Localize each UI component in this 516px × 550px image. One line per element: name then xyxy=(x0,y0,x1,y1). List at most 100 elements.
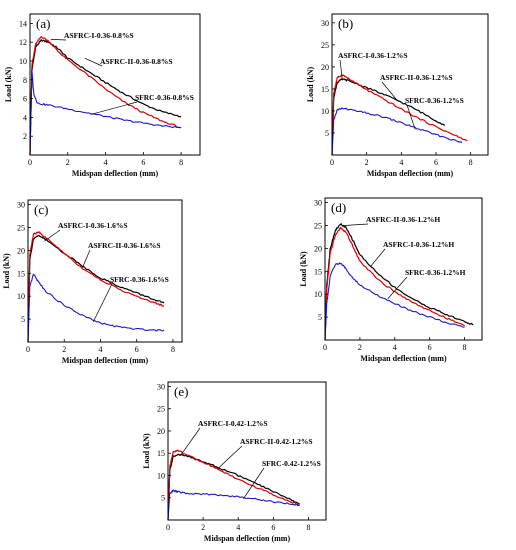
plot-frame xyxy=(324,197,483,341)
x-tick-label: 0 xyxy=(323,343,327,352)
series-line xyxy=(324,223,474,341)
x-tick-label: 6 xyxy=(271,523,275,532)
x-tick-label: 8 xyxy=(306,523,310,532)
chart-panel-1: 0 2 4 6 8 2 4 6 8 10 12 14 Midspan deflection (mm) Lo… xyxy=(4,13,201,178)
x-tick-label: 8 xyxy=(171,345,175,354)
y-tick-label: 6 xyxy=(23,95,27,104)
annotation-leader xyxy=(90,101,138,115)
annotation-leader xyxy=(370,248,386,267)
series-line xyxy=(27,273,165,343)
x-tick-label: 6 xyxy=(434,158,438,167)
x-tick-label: 2 xyxy=(201,523,205,532)
annotation-leader xyxy=(180,427,201,457)
x-tick-label: 0 xyxy=(28,158,32,167)
y-tick-label: 15 xyxy=(321,85,329,94)
y-tick-label: 20 xyxy=(321,63,329,72)
panel-label: (d) xyxy=(331,200,346,215)
y-tick-label: 8 xyxy=(23,76,27,85)
series-line xyxy=(29,39,182,156)
x-tick-label: 2 xyxy=(365,158,369,167)
y-tick-label: 5 xyxy=(318,313,322,322)
x-axis-label: Midspan deflection (mm) xyxy=(367,169,454,178)
y-tick-label: 5 xyxy=(21,315,25,324)
x-tick-label: 2 xyxy=(358,343,362,352)
y-tick-label: 25 xyxy=(314,221,322,230)
y-tick-label: 25 xyxy=(17,223,25,232)
annotation-label: ASFRC-I-0.36-0.8%S xyxy=(64,31,134,40)
x-tick-label: 4 xyxy=(393,343,397,352)
x-axis-label: Midspan deflection (mm) xyxy=(360,354,447,363)
annotation-label: ASFRC-II-0.36-1.2%H xyxy=(366,215,440,224)
chart-panel-4: 0 2 4 6 8 5 10 15 20 25 30 Midspan deflection (mm) L… xyxy=(299,197,483,363)
plot-frame xyxy=(331,13,489,156)
y-axis-label: Load (kN) xyxy=(299,251,308,287)
x-axis-label: Midspan deflection (mm) xyxy=(72,169,159,178)
annotation-label: ASFRC-I-0.36-1.2%H xyxy=(383,240,454,249)
annotation-leader xyxy=(243,467,265,499)
chart-panel-3: 0 2 4 6 8 5 10 15 20 25 30 Midspan deflection (mm) L… xyxy=(2,199,183,365)
x-tick-label: 8 xyxy=(469,158,473,167)
y-tick-label: 10 xyxy=(321,107,329,116)
annotation-leader xyxy=(387,276,408,300)
series-line xyxy=(29,36,182,156)
annotation-leader xyxy=(50,39,67,41)
annotation-leader xyxy=(84,57,103,67)
y-tick-label: 20 xyxy=(314,244,322,253)
annotation-label: SFRC-0.42-1.2%S xyxy=(262,459,321,468)
y-tick-label: 20 xyxy=(157,427,165,436)
y-tick-label: 5 xyxy=(325,129,329,138)
annotation-leader xyxy=(344,223,369,226)
y-tick-label: 10 xyxy=(314,290,322,299)
annotation-leader xyxy=(339,59,343,81)
plot-frame xyxy=(29,13,201,156)
annotation-leader xyxy=(82,249,91,268)
series-line xyxy=(167,453,300,521)
series-line xyxy=(324,226,465,341)
y-axis-label: Load (kN) xyxy=(306,66,315,102)
panel-label: (e) xyxy=(174,384,188,399)
x-tick-label: 2 xyxy=(66,158,70,167)
x-tick-label: 2 xyxy=(62,345,66,354)
y-tick-label: 10 xyxy=(19,57,27,66)
series-line xyxy=(27,234,165,343)
x-tick-label: 4 xyxy=(104,158,108,167)
y-tick-label: 10 xyxy=(17,292,25,301)
series-line xyxy=(331,74,468,156)
y-tick-label: 12 xyxy=(19,38,27,47)
y-tick-label: 30 xyxy=(321,19,329,28)
x-axis-label: Midspan deflection (mm) xyxy=(204,534,291,543)
x-tick-label: 8 xyxy=(463,343,467,352)
annotation-leader xyxy=(381,81,399,102)
annotation-leader xyxy=(92,283,113,323)
series-line xyxy=(29,69,182,156)
panel-label: (a) xyxy=(36,16,50,31)
y-tick-label: 30 xyxy=(314,199,322,208)
x-tick-label: 0 xyxy=(166,523,170,532)
series-line xyxy=(324,262,465,341)
annotation-label: SFRC-0.36-1.2%S xyxy=(405,96,464,105)
x-tick-label: 8 xyxy=(179,158,183,167)
plot-frame xyxy=(27,199,183,343)
chart-panel-5: 0 2 4 6 8 5 10 15 20 25 30 Midspan deflection (mm) L… xyxy=(142,381,327,543)
y-axis-label: Load (kN) xyxy=(2,253,11,289)
annotation-label: ASFRC-II-0.42-1.2%S xyxy=(240,437,313,446)
series-line xyxy=(331,107,463,156)
x-tick-label: 6 xyxy=(141,158,145,167)
x-axis-label: Midspan deflection (mm) xyxy=(62,356,149,365)
chart-panel-2: 0 2 4 6 8 5 10 15 20 25 30 Midspan deflection (mm) L… xyxy=(306,13,489,178)
y-tick-label: 15 xyxy=(157,449,165,458)
annotation-leader xyxy=(406,104,416,130)
annotation-label: SFRC-0.36-1.6%S xyxy=(110,275,169,284)
y-tick-label: 30 xyxy=(157,382,165,391)
panel-label: (c) xyxy=(34,202,48,217)
annotation-label: SFRC-0.36-0.8%S xyxy=(135,93,194,102)
y-tick-label: 10 xyxy=(157,471,165,480)
panel-label: (b) xyxy=(338,16,353,31)
annotation-label: ASFRC-I-0.36-1.2%S xyxy=(338,51,408,60)
series-line xyxy=(167,489,300,521)
y-tick-label: 20 xyxy=(17,246,25,255)
annotation-label: ASFRC-II-0.36-1.6%S xyxy=(88,241,161,250)
y-tick-label: 25 xyxy=(321,41,329,50)
y-tick-label: 25 xyxy=(157,405,165,414)
